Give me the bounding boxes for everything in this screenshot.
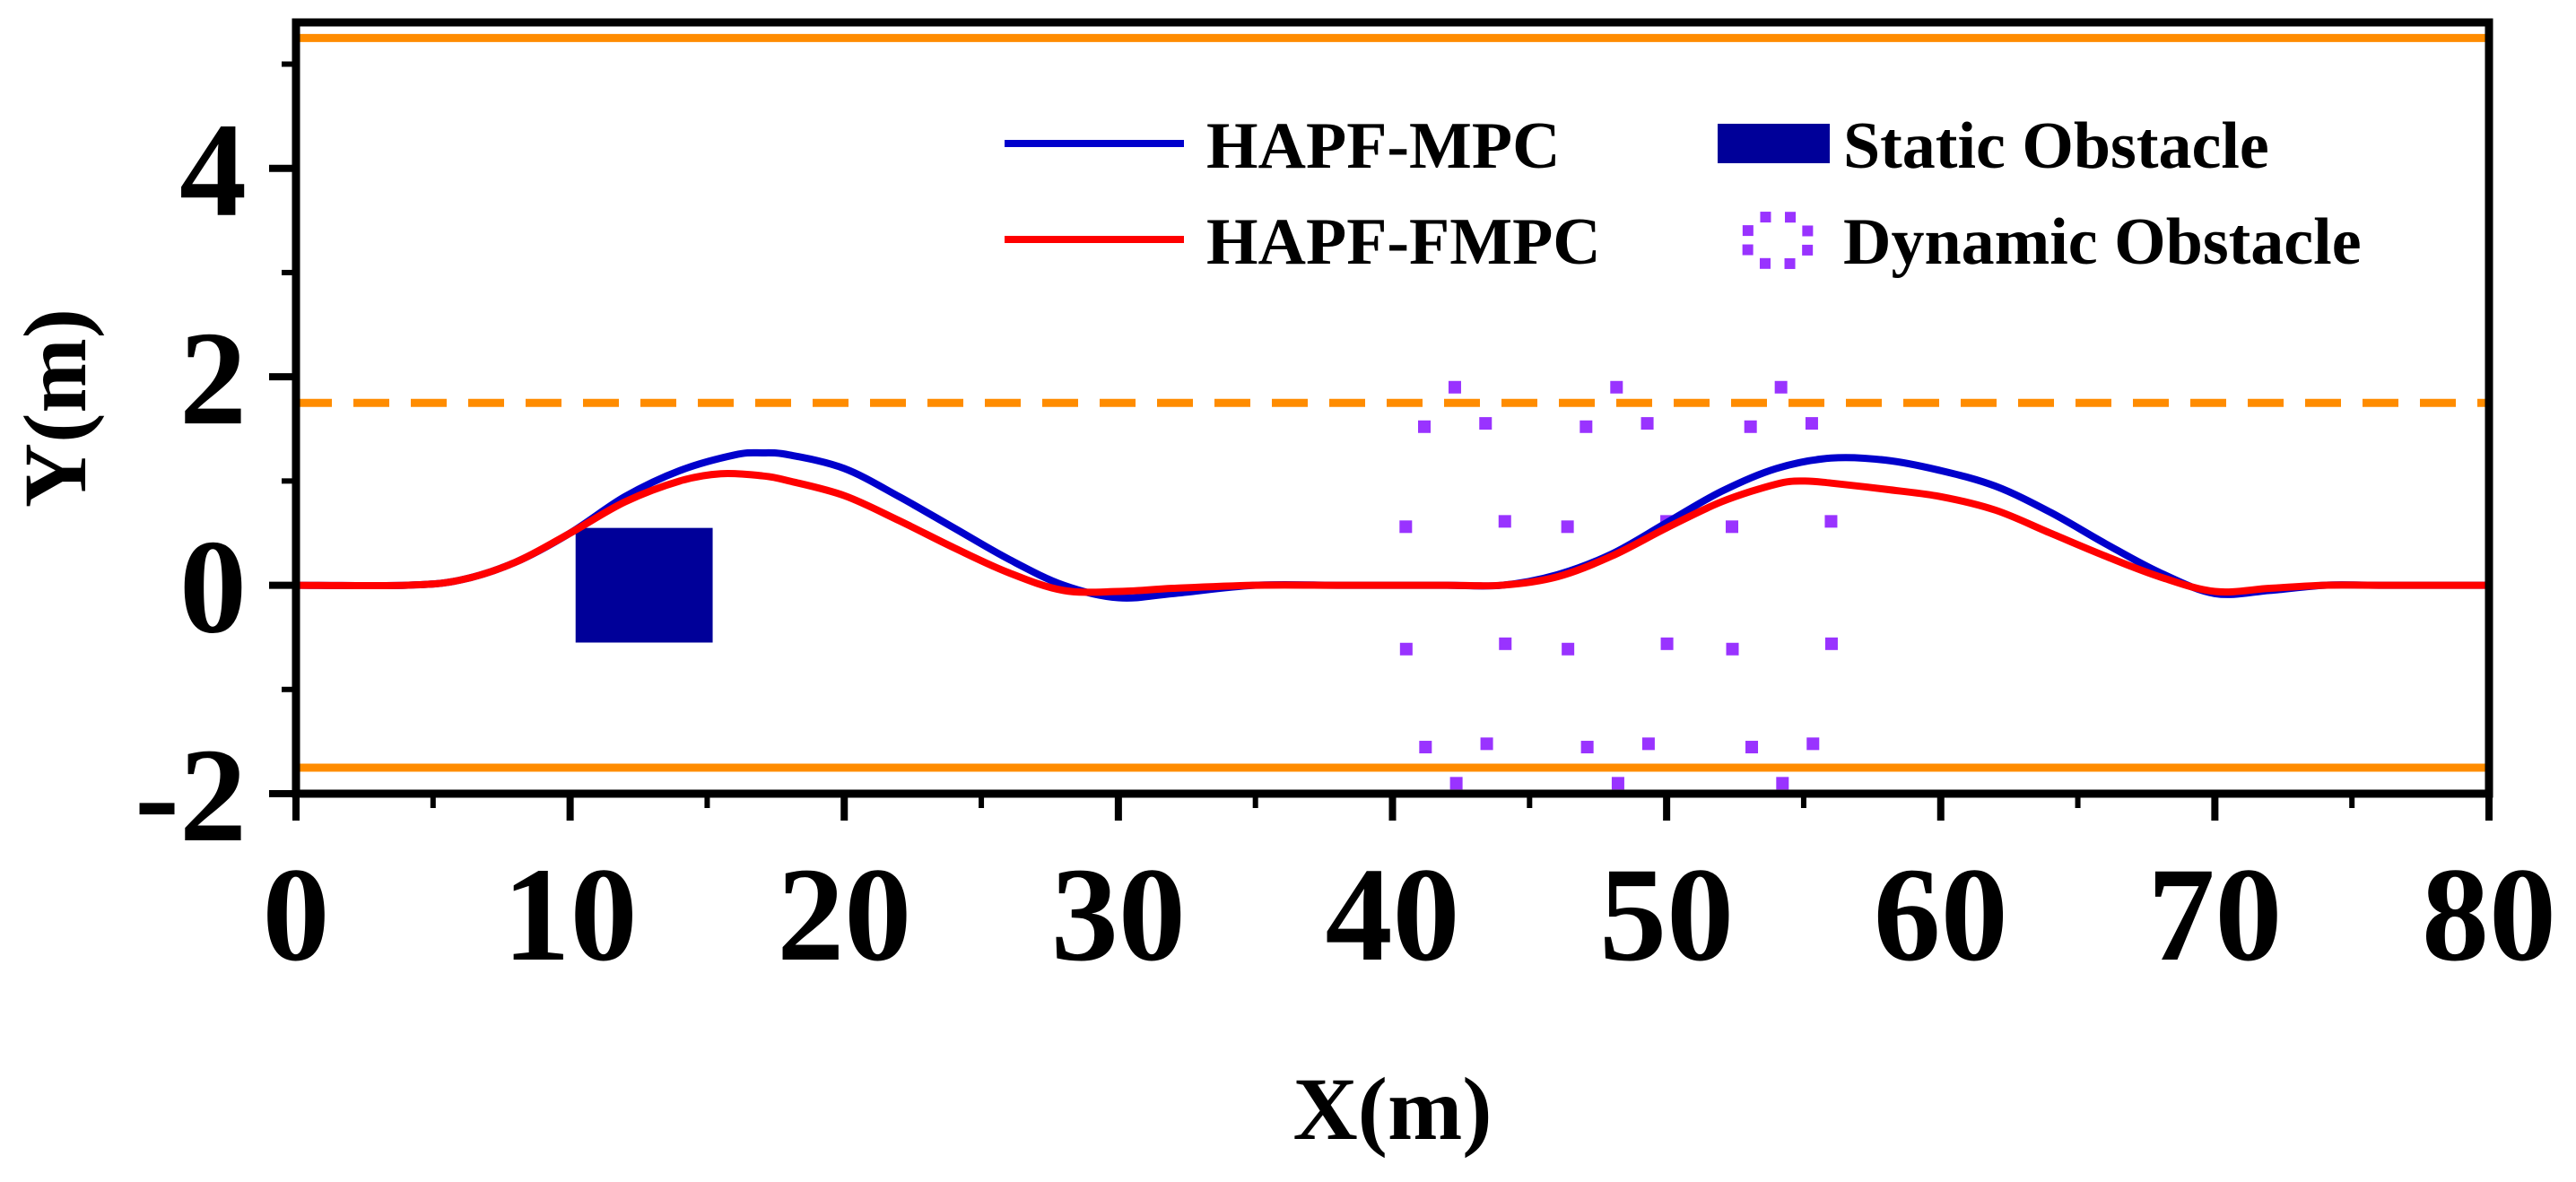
legend-label-hapf-fmpc: HAPF-FMPC: [1206, 205, 1601, 279]
legend-dynamic-dot: [1784, 257, 1796, 269]
legend-dynamic-dot: [1785, 212, 1797, 223]
dynamic-obstacle-dot: [1824, 515, 1838, 528]
dynamic-obstacle-dot: [1806, 737, 1820, 751]
dynamic-obstacle-dot: [1726, 642, 1739, 656]
y-tick-label: 4: [179, 96, 247, 245]
dynamic-obstacle-dot: [1774, 380, 1788, 394]
dynamic-obstacle-dot: [1660, 637, 1674, 650]
dynamic-obstacle-dot: [1399, 642, 1413, 656]
legend: HAPF-MPC HAPF-FMPC Static Obstacle Dynam…: [1005, 109, 2362, 279]
dynamic-obstacle-dot: [1641, 737, 1655, 751]
dynamic-obstacle-1: [1399, 380, 1512, 790]
dynamic-obstacle-dot: [1419, 741, 1432, 754]
x-tick-label: 20: [777, 840, 911, 989]
dynamic-obstacle-dot: [1561, 520, 1574, 534]
dynamic-obstacle-dot: [1610, 380, 1623, 394]
x-tick-label: 80: [2422, 840, 2556, 989]
dynamic-obstacle-dot: [1498, 515, 1511, 528]
legend-swatch-static-obstacle: [1718, 124, 1830, 163]
series-line-hapf-fmpc: [295, 469, 2489, 596]
dynamic-obstacle-dot: [1449, 777, 1463, 790]
x-tick-label: 30: [1051, 840, 1186, 989]
legend-dynamic-dot: [1760, 212, 1771, 223]
dynamic-obstacle-dot: [1480, 737, 1493, 751]
x-tick-label: 40: [1326, 840, 1460, 989]
dynamic-obstacle-dot: [1448, 380, 1461, 394]
x-axis-title: X(m): [1292, 1059, 1492, 1159]
dynamic-obstacle-3: [1726, 380, 1838, 790]
dynamic-obstacle-dot: [1499, 637, 1512, 650]
x-axis-ticks: 0 10 20 30 40 50 60 70 80: [263, 794, 2556, 989]
y-axis-ticks: -2 0 2 4: [135, 61, 296, 870]
dynamic-obstacle-dot: [1479, 417, 1493, 430]
static-obstacle: [575, 527, 713, 643]
legend-dynamic-dot: [1742, 225, 1754, 237]
legend-label-hapf-mpc: HAPF-MPC: [1206, 109, 1561, 183]
lane-lines: [296, 33, 2489, 772]
legend-dynamic-dot: [1802, 225, 1814, 237]
dynamic-obstacle-dot: [1744, 420, 1757, 433]
y-tick-label: 0: [179, 513, 247, 662]
dynamic-obstacle-dot: [1562, 642, 1575, 656]
dynamic-obstacle-2: [1561, 380, 1674, 790]
trajectory-series: [295, 448, 2489, 602]
y-axis-title: Y(m): [5, 309, 105, 508]
legend-swatch-dynamic-obstacle: [1742, 212, 1814, 269]
y-tick-label: 2: [179, 304, 247, 453]
x-tick-label: 70: [2147, 840, 2282, 989]
x-tick-label: 50: [1599, 840, 1734, 989]
x-tick-label: 10: [503, 840, 638, 989]
dynamic-obstacle-dot: [1580, 420, 1593, 433]
dynamic-obstacle-dot: [1611, 777, 1624, 790]
x-tick-label: 60: [1874, 840, 2008, 989]
y-tick-label: -2: [135, 721, 247, 870]
dynamic-obstacle-dot: [1776, 777, 1789, 790]
dynamic-obstacle-dot: [1418, 420, 1431, 433]
legend-label-dynamic-obstacle: Dynamic Obstacle: [1843, 205, 2362, 279]
legend-dynamic-dot: [1802, 244, 1814, 256]
dynamic-obstacle-dot: [1640, 417, 1654, 430]
dynamic-obstacle-dot: [1805, 417, 1818, 430]
dynamic-obstacle-dot: [1399, 520, 1413, 534]
dynamic-obstacle-dot: [1726, 520, 1739, 534]
dynamic-obstacle-dot: [1745, 741, 1759, 754]
x-tick-label: 0: [263, 840, 330, 989]
legend-dynamic-dot: [1742, 244, 1754, 256]
legend-label-static-obstacle: Static Obstacle: [1843, 109, 2269, 183]
dynamic-obstacle-dot: [1824, 637, 1838, 650]
legend-dynamic-dot: [1759, 257, 1771, 269]
dynamic-obstacle-dot: [1580, 741, 1594, 754]
